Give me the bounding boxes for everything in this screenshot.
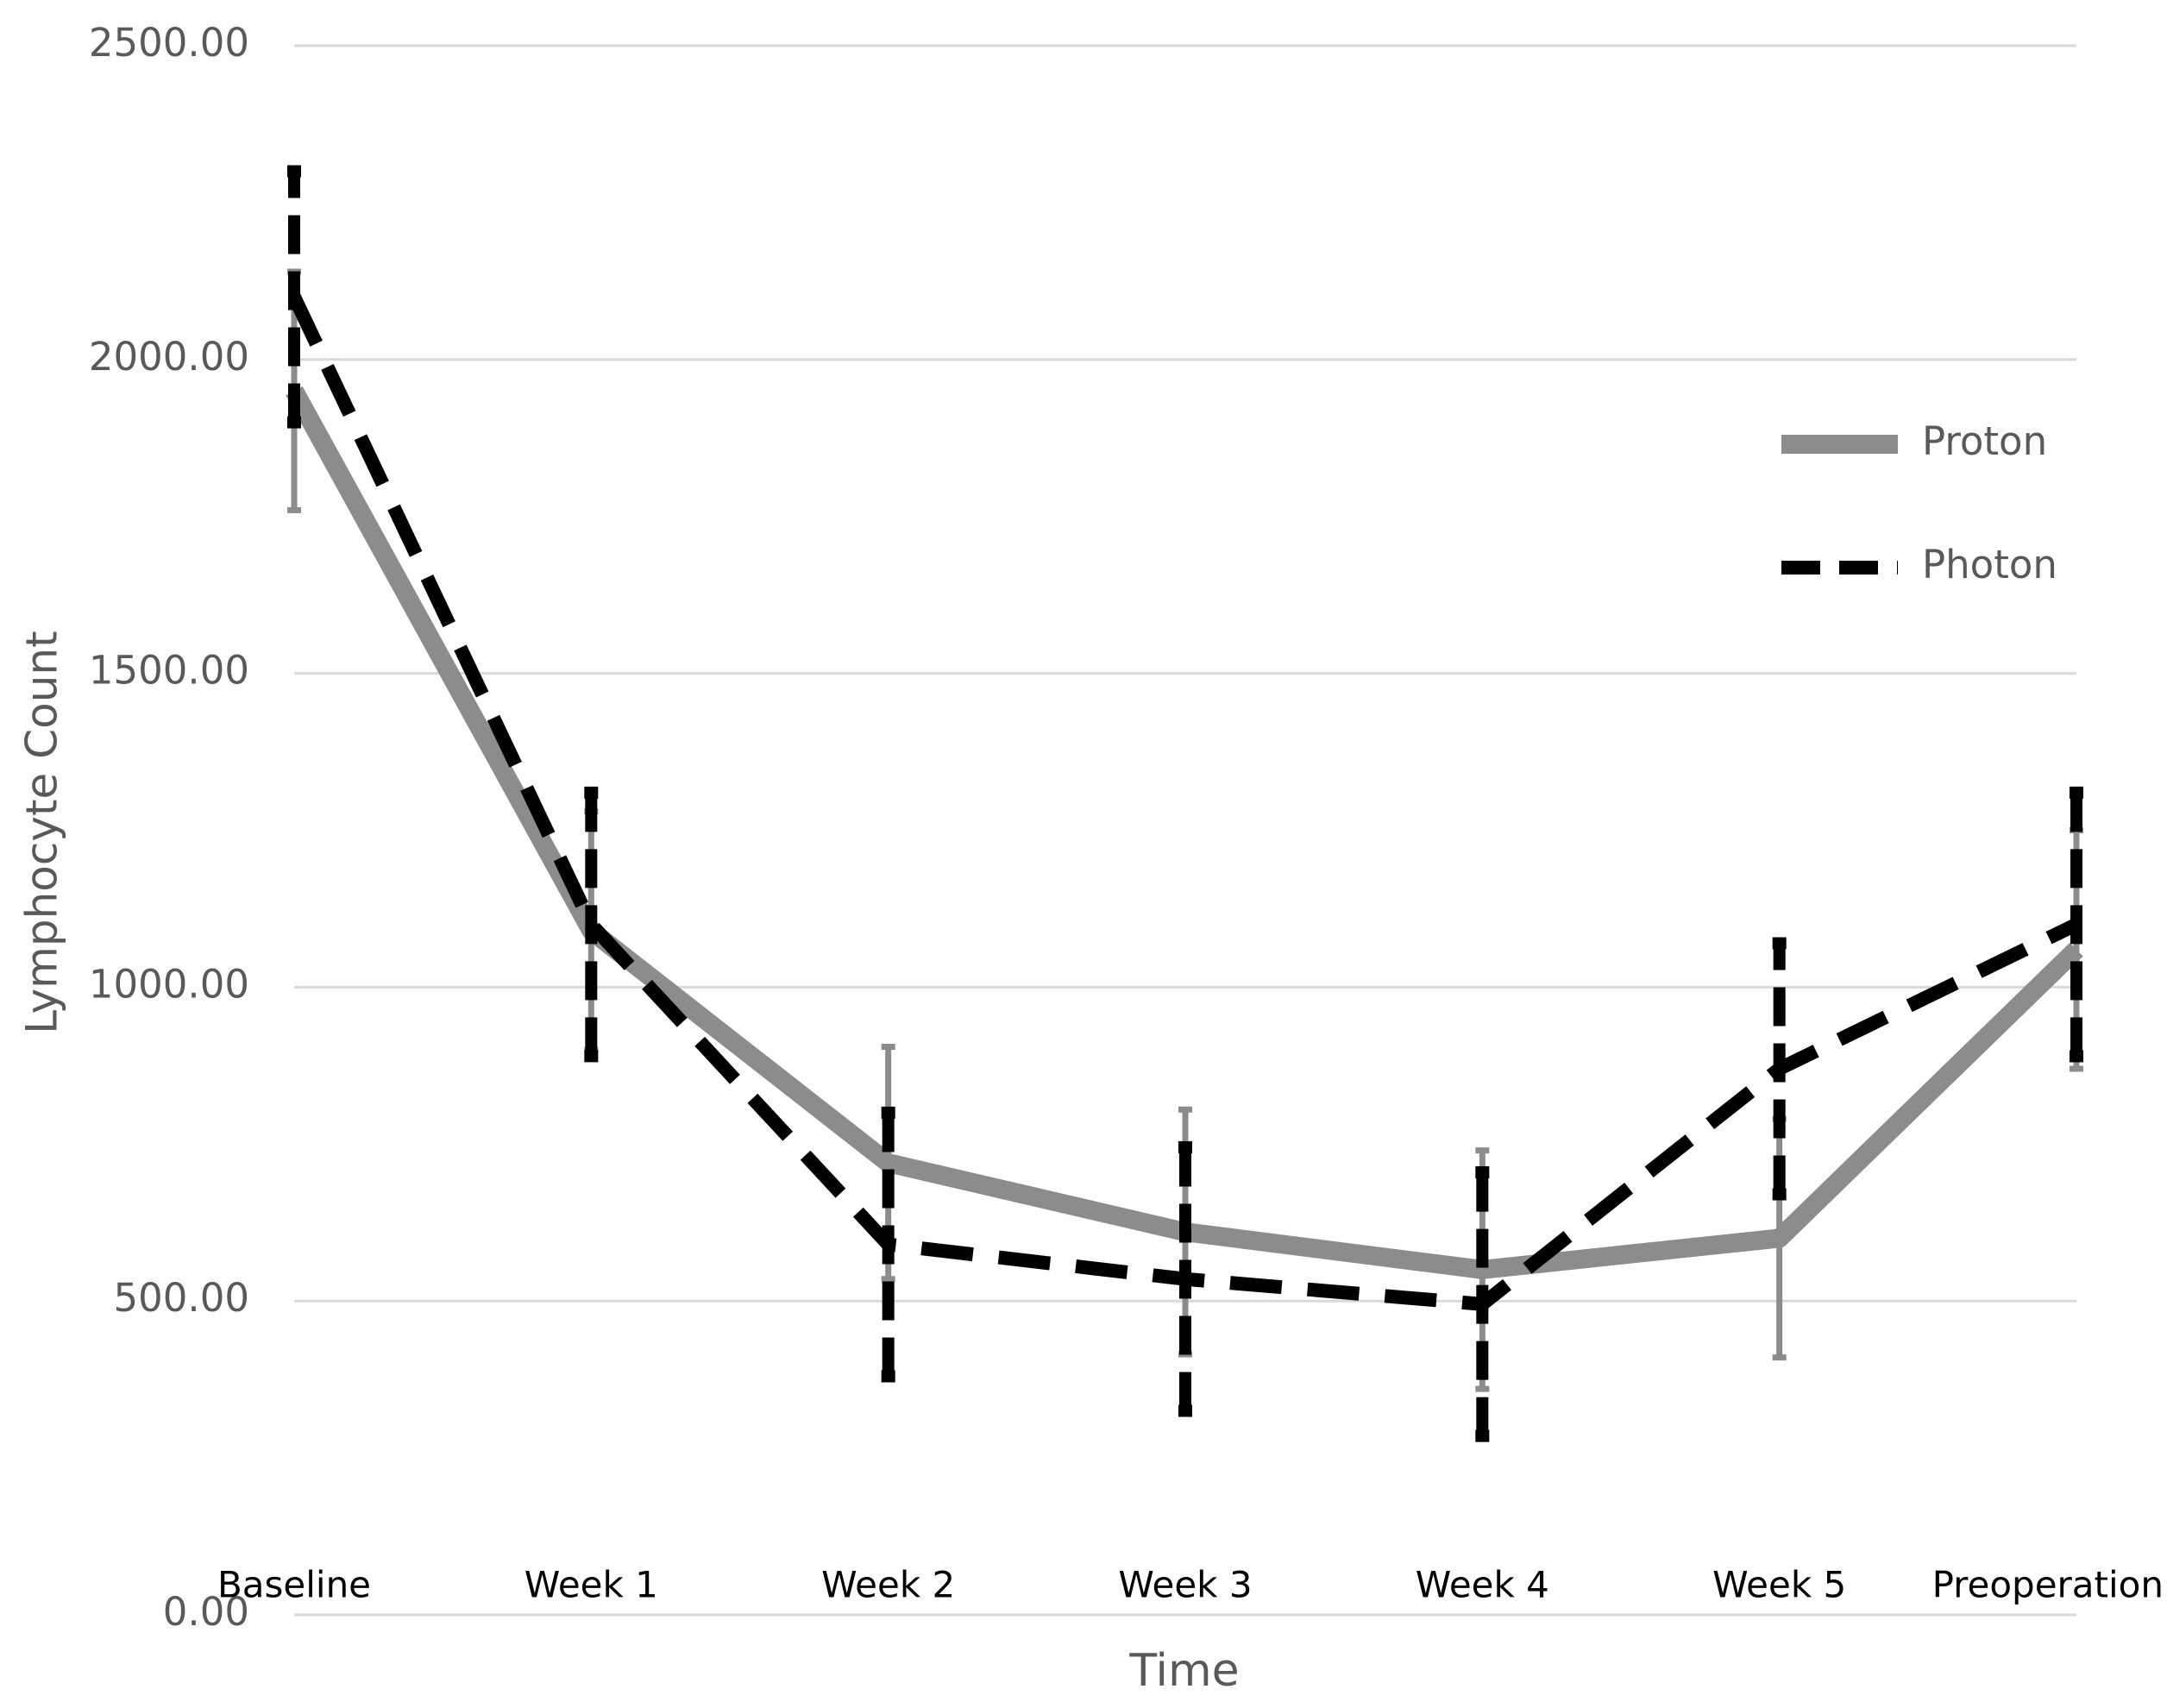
legend-label: Photon <box>1922 542 2057 587</box>
y-axis-title: Lymphocyte Count <box>17 631 67 1033</box>
y-tick-label: 2500.00 <box>89 20 249 66</box>
y-tick-label: 500.00 <box>114 1275 249 1321</box>
y-tick-label: 0.00 <box>163 1589 249 1635</box>
error-bar <box>584 786 599 1063</box>
series-line <box>287 293 2080 1311</box>
x-tick-label: Week 2 <box>821 1564 955 1606</box>
y-tick-label: 1000.00 <box>89 961 249 1007</box>
x-axis-title: Time <box>1128 1645 1239 1697</box>
x-tick-label: Week 1 <box>524 1564 658 1606</box>
x-tick-label: Week 4 <box>1416 1564 1549 1606</box>
y-tick-label: 2000.00 <box>89 334 249 380</box>
x-tick-label: Baseline <box>217 1564 371 1606</box>
x-tick-label: Week 3 <box>1118 1564 1252 1606</box>
x-tick-label: Week 5 <box>1712 1564 1846 1606</box>
y-tick-label: 1500.00 <box>89 648 249 694</box>
legend-label: Proton <box>1922 418 2047 464</box>
x-tick-label: Preoperation <box>1932 1564 2164 1606</box>
